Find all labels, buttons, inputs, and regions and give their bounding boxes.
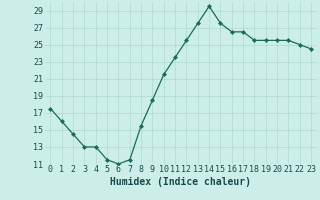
X-axis label: Humidex (Indice chaleur): Humidex (Indice chaleur) <box>110 177 251 187</box>
